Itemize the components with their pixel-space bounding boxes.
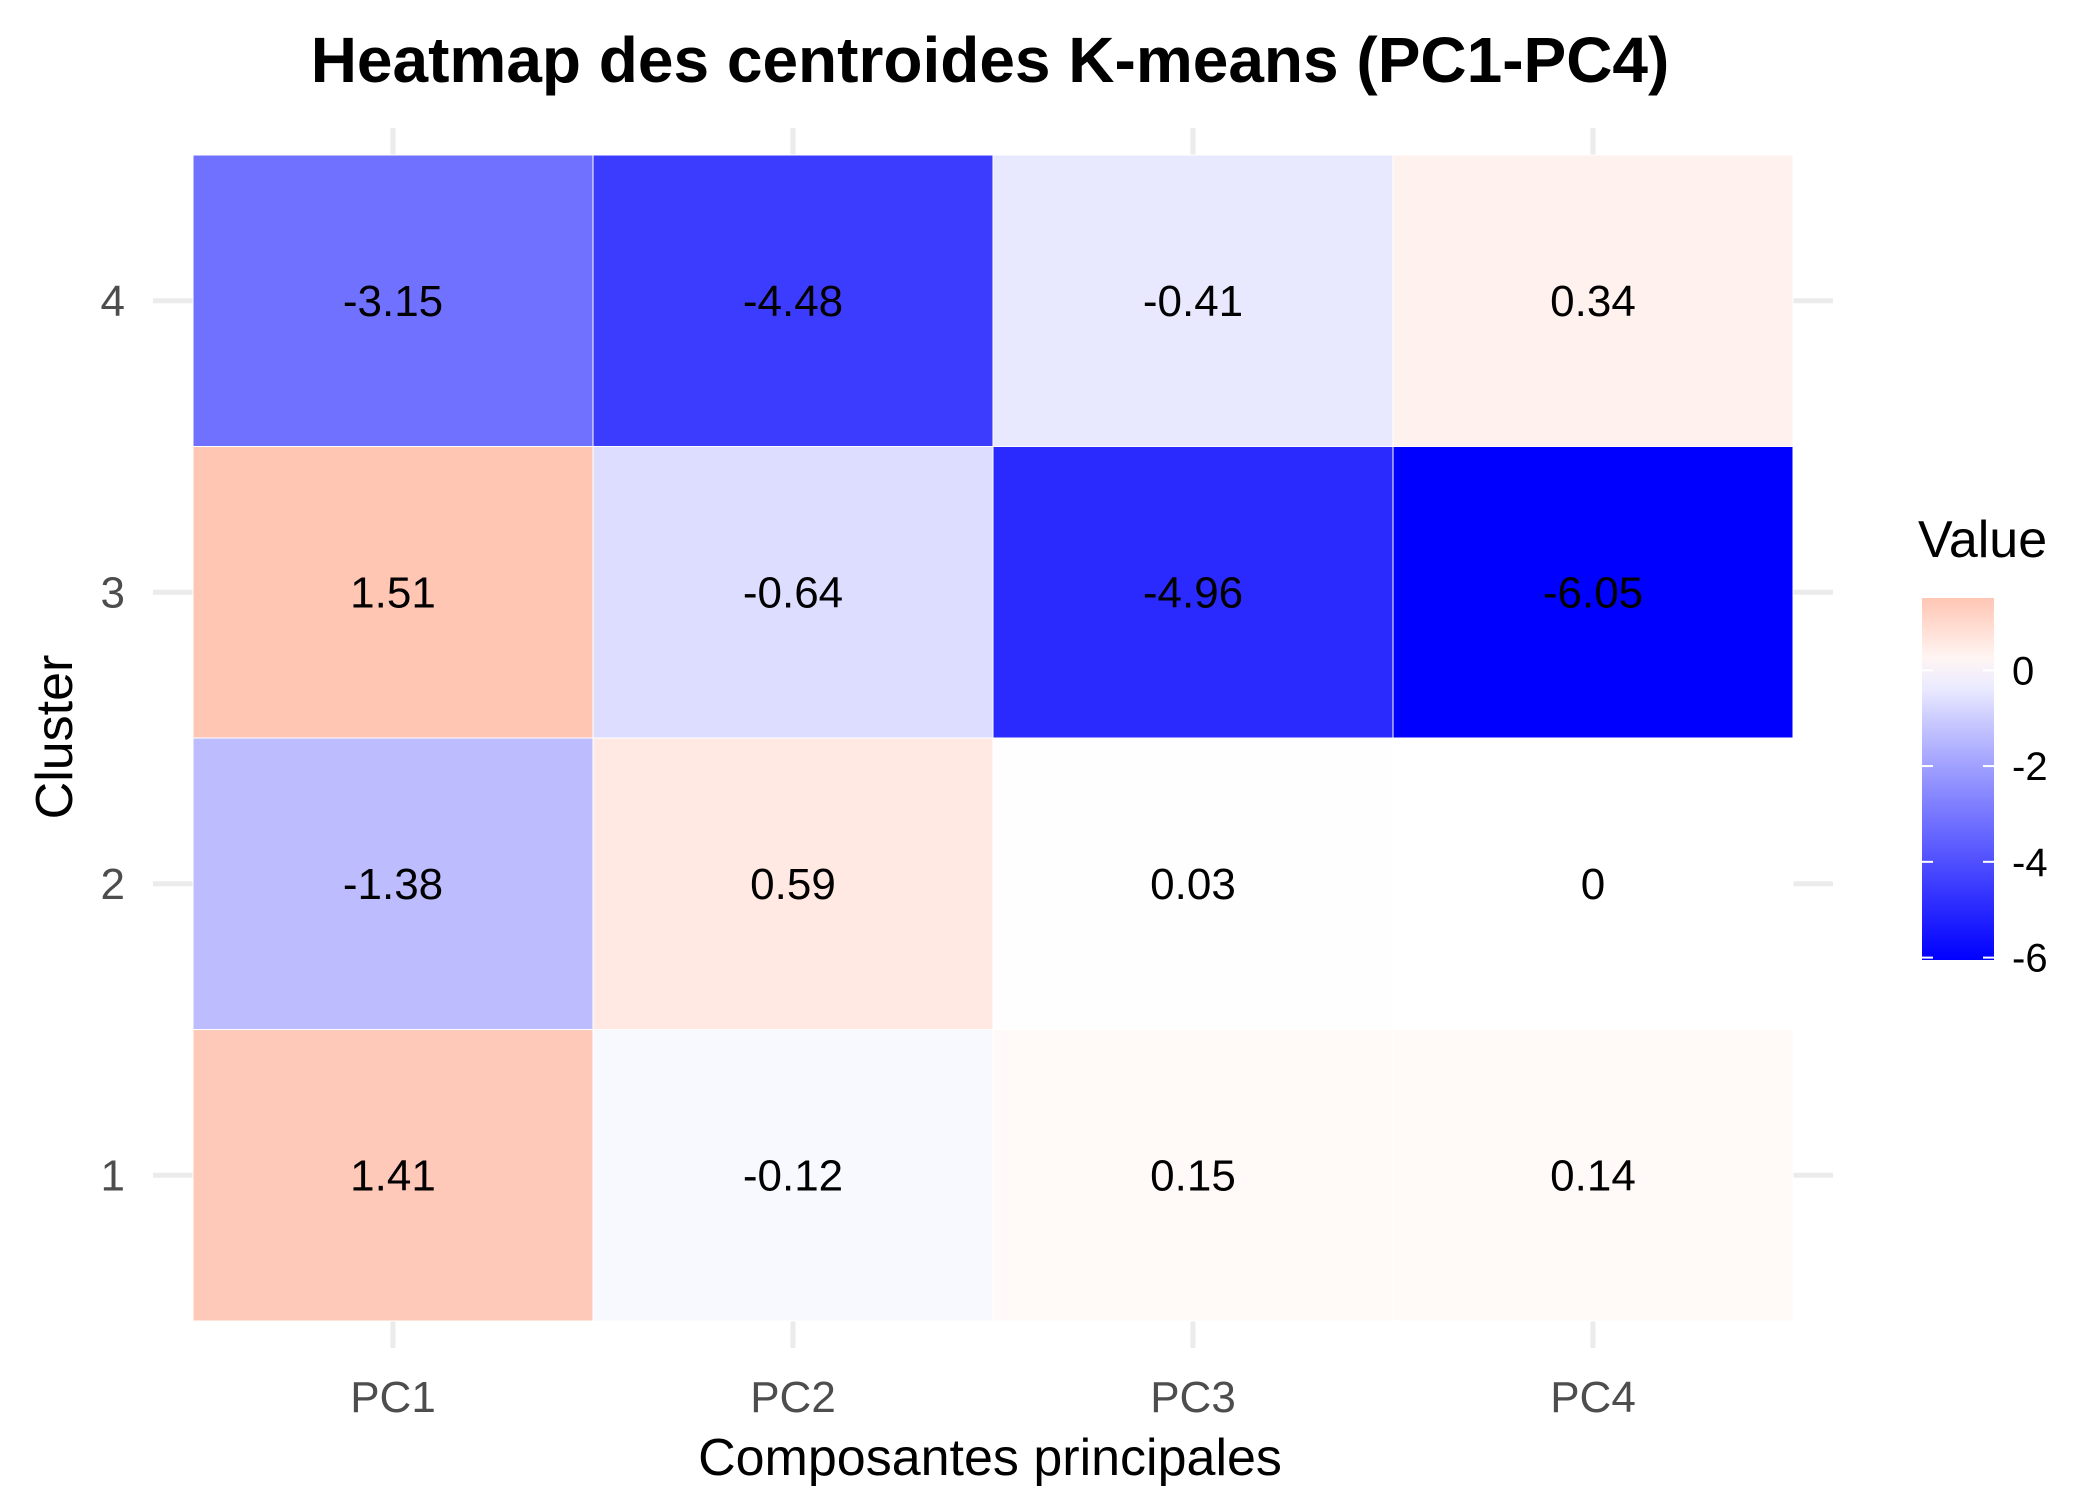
legend-tick-label: -2 xyxy=(2012,745,2048,789)
color-legend: Value 0 -2 -4 -6 xyxy=(1918,511,2048,981)
x-tick-label: PC4 xyxy=(1550,1373,1636,1422)
legend-tick-label: 0 xyxy=(2012,649,2034,693)
y-tick-label: 2 xyxy=(101,860,125,909)
cell-value-label: -6.05 xyxy=(1543,568,1643,617)
cell-value-label: 0 xyxy=(1581,860,1605,909)
heatmap-cell xyxy=(992,446,1394,739)
cell-value-label: 0.03 xyxy=(1150,860,1236,909)
cell-value-label: 0.15 xyxy=(1150,1151,1236,1200)
heatmap-cell xyxy=(992,1029,1394,1322)
heatmap-cell-labels: 1.41 -0.12 0.15 0.14 -1.38 0.59 0.03 0 1.51 -0.64… xyxy=(343,277,1643,1201)
x-tick-label: PC2 xyxy=(750,1373,836,1422)
legend-ticks: 0 -2 -4 -6 xyxy=(1922,649,2048,981)
cell-value-label: 1.51 xyxy=(350,568,436,617)
x-tick-label: PC3 xyxy=(1150,1373,1236,1422)
heatmap-cell xyxy=(192,737,594,1030)
heatmap-cell xyxy=(1392,446,1794,739)
chart-title: Heatmap des centroides K-means (PC1-PC4) xyxy=(311,24,1670,96)
x-axis-ticks: PC1 PC2 PC3 PC4 xyxy=(350,1373,1636,1422)
heatmap-cell xyxy=(1392,154,1794,447)
cell-value-label: -0.64 xyxy=(743,568,843,617)
legend-title: Value xyxy=(1918,511,2047,569)
x-tick-label: PC1 xyxy=(350,1373,436,1422)
cell-value-label: 0.59 xyxy=(750,860,836,909)
legend-tick-label: -6 xyxy=(2012,937,2048,981)
x-axis-title: Composantes principales xyxy=(698,1429,1282,1487)
heatmap-cell xyxy=(592,154,994,447)
cell-value-label: 1.41 xyxy=(350,1151,436,1200)
legend-tick-label: -4 xyxy=(2012,841,2048,885)
y-tick-label: 1 xyxy=(101,1151,125,1200)
heatmap-cell xyxy=(192,446,594,739)
cell-value-label: -1.38 xyxy=(343,860,443,909)
heatmap-cell xyxy=(1392,737,1794,1030)
heatmap-cell xyxy=(1392,1029,1794,1322)
cell-value-label: -0.41 xyxy=(1143,277,1243,326)
heatmap-cell xyxy=(592,737,994,1030)
cell-value-label: -4.48 xyxy=(743,277,843,326)
legend-colorbar xyxy=(1922,598,1994,960)
heatmap-cell xyxy=(592,1029,994,1322)
y-tick-label: 4 xyxy=(101,277,125,326)
heatmap-cell xyxy=(992,154,1394,447)
y-tick-label: 3 xyxy=(101,568,125,617)
cell-value-label: -4.96 xyxy=(1143,568,1243,617)
y-axis-ticks: 1 2 3 4 xyxy=(101,277,125,1201)
cell-value-label: -3.15 xyxy=(343,277,443,326)
heatmap-cell xyxy=(192,1029,594,1322)
cell-value-label: -0.12 xyxy=(743,1151,843,1200)
y-axis-title: Cluster xyxy=(26,655,84,820)
cell-value-label: 0.14 xyxy=(1550,1151,1636,1200)
heatmap-cells xyxy=(192,154,1794,1322)
heatmap-cell xyxy=(192,154,594,447)
cell-value-label: 0.34 xyxy=(1550,277,1636,326)
